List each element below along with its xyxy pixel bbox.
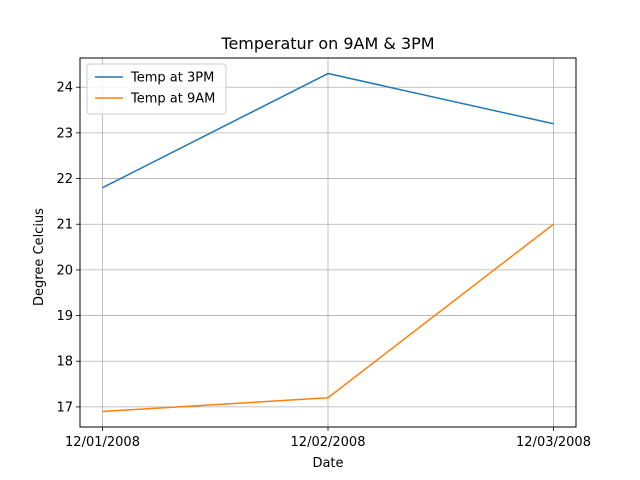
x-tick-label: 12/02/2008 bbox=[291, 435, 366, 450]
y-tick-label: 17 bbox=[56, 400, 73, 415]
y-axis-label: Degree Celcius bbox=[32, 208, 47, 306]
y-tick-label: 19 bbox=[56, 309, 73, 324]
legend-entry-label: Temp at 9AM bbox=[130, 92, 215, 107]
y-tick-label: 24 bbox=[56, 81, 73, 96]
legend: Temp at 3PM Temp at 9AM bbox=[86, 63, 227, 115]
series-line bbox=[102, 72, 554, 189]
y-tick-label: 23 bbox=[56, 126, 73, 141]
legend-entry-label: Temp at 3PM bbox=[130, 71, 214, 86]
chart-title: Temperatur on 9AM & 3PM bbox=[220, 34, 434, 53]
grid bbox=[80, 58, 576, 427]
y-tick-label: 21 bbox=[56, 218, 73, 233]
x-axis-label: Date bbox=[312, 456, 343, 471]
series-lines bbox=[102, 72, 554, 413]
series-line bbox=[102, 223, 554, 413]
x-tick-label: 12/03/2008 bbox=[516, 435, 591, 450]
axis-ticks: 12/01/2008 12/02/2008 12/03/2008 17 18 19 20 21… bbox=[56, 81, 591, 450]
y-tick-label: 18 bbox=[56, 355, 73, 370]
y-tick-label: 20 bbox=[56, 263, 73, 278]
x-tick-label: 12/01/2008 bbox=[65, 435, 140, 450]
y-tick-label: 22 bbox=[56, 172, 73, 187]
